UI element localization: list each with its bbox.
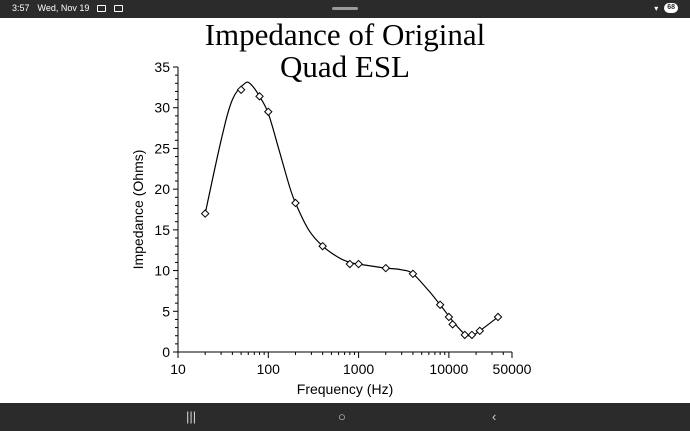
axes: 0 5 10 15 20 25 30 35 10 100 1000 10000 50000	[154, 59, 531, 377]
wifi-icon: ▾	[654, 3, 659, 13]
data-point	[448, 320, 457, 329]
data-point	[435, 300, 445, 310]
drag-handle[interactable]	[332, 7, 358, 10]
y-tick-label: 35	[154, 59, 170, 75]
impedance-curve	[204, 81, 499, 337]
y-tick-label: 10	[154, 263, 170, 279]
status-bar: 3:57 Wed, Nov 19 ▾ 68	[0, 0, 690, 18]
home-icon[interactable]: ○	[338, 409, 346, 424]
y-tick-label: 5	[162, 303, 170, 319]
clock-date: Wed, Nov 19	[37, 3, 90, 13]
data-point	[381, 263, 391, 273]
data-point	[291, 198, 300, 208]
x-tick-label: 100	[257, 361, 281, 377]
data-point	[255, 92, 264, 101]
data-point	[493, 312, 503, 322]
x-tick-label: 50000	[493, 361, 532, 377]
y-tick-label: 15	[154, 222, 170, 238]
x-tick-label: 10000	[429, 361, 468, 377]
y-tick-label: 25	[154, 140, 170, 156]
y-tick-label: 30	[154, 100, 170, 116]
x-tick-label: 1000	[343, 361, 374, 377]
chart-title: Impedance of Original Quad ESL	[150, 19, 540, 83]
navigation-bar: ||| ○ ‹	[0, 403, 690, 431]
recents-icon[interactable]: |||	[186, 409, 197, 424]
x-tick-label: 10	[170, 361, 186, 377]
data-point	[475, 326, 485, 336]
chart-title-line-2: Quad ESL	[279, 49, 410, 84]
data-point	[354, 259, 363, 269]
data-point	[318, 241, 327, 251]
data-point	[345, 259, 355, 269]
battery-indicator: 68	[664, 3, 678, 13]
notification-icon	[97, 4, 107, 12]
data-point	[467, 330, 477, 340]
back-icon[interactable]: ‹	[492, 409, 497, 424]
y-tick-label: 20	[154, 181, 170, 197]
series-line	[204, 81, 499, 337]
y-axis-label: Impedance (Ohms)	[130, 150, 146, 270]
data-point	[263, 107, 273, 117]
notification-icon	[114, 4, 124, 12]
data-point	[460, 330, 470, 340]
data-point	[408, 269, 418, 279]
data-point	[200, 209, 210, 218]
chart-title-line-1: Impedance of Original	[204, 17, 486, 52]
y-tick-label: 0	[162, 344, 170, 360]
data-points	[200, 85, 503, 340]
x-axis-label: Frequency (Hz)	[297, 381, 393, 397]
data-point	[236, 85, 246, 95]
clock-time: 3:57	[12, 3, 30, 13]
data-point	[444, 312, 454, 322]
